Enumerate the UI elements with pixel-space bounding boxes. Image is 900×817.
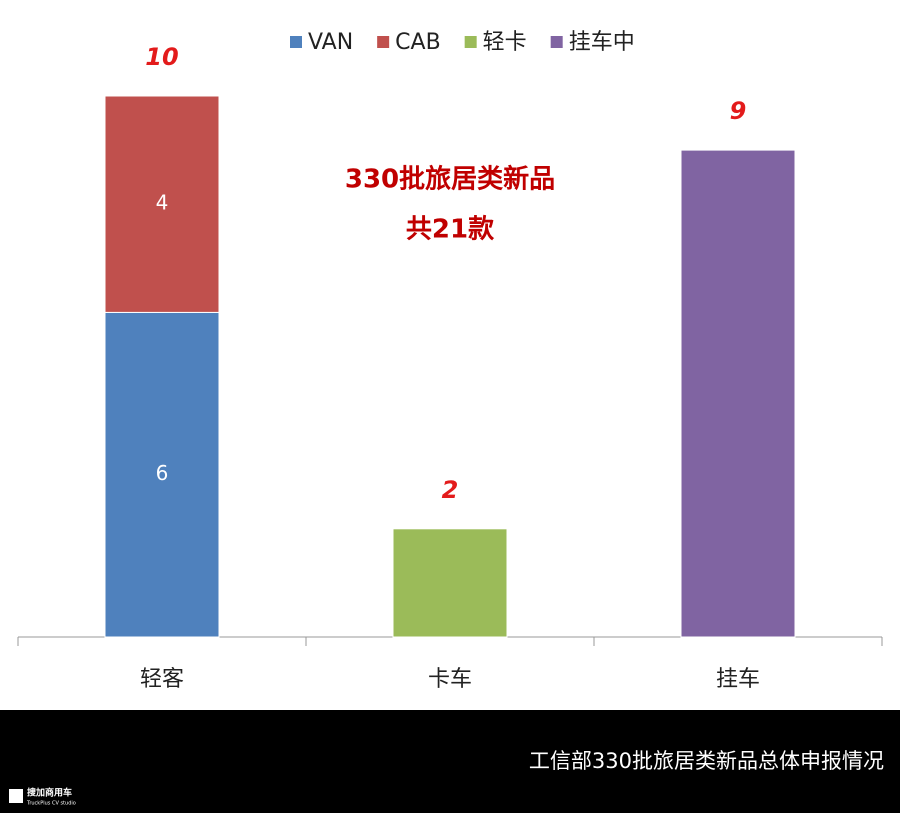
x-tick-label: 轻客	[140, 667, 184, 692]
data-label: 6	[156, 461, 169, 485]
bar-segment	[104, 95, 220, 313]
total-label: 2	[442, 476, 459, 504]
legend-swatch	[550, 36, 563, 48]
bar-segment	[392, 528, 508, 638]
legend-swatch	[464, 36, 477, 48]
logo-name: 搜加商用车	[27, 787, 72, 799]
annotation: 共21款	[406, 215, 495, 245]
legend-label: VAN	[308, 30, 353, 55]
legend-label: 挂车中	[569, 30, 635, 55]
legend-label: CAB	[395, 30, 441, 55]
legend-swatch	[290, 36, 302, 48]
x-tick-label: 挂车	[716, 667, 760, 692]
data-label: 4	[156, 191, 169, 215]
total-label: 9	[730, 97, 747, 125]
logo-icon	[9, 789, 23, 803]
bar-segment	[680, 149, 796, 638]
caption: 工信部330批旅居类新品总体申报情况	[529, 749, 884, 773]
legend-swatch	[377, 36, 390, 48]
x-tick-label: 卡车	[428, 667, 472, 692]
bar-segment	[104, 311, 220, 638]
logo-subtitle: TruckPlus CV studio	[26, 801, 76, 807]
footer-band	[0, 710, 900, 813]
total-label: 10	[145, 43, 178, 71]
legend-label: 轻卡	[483, 30, 527, 55]
annotation: 330批旅居类新品	[345, 164, 555, 195]
